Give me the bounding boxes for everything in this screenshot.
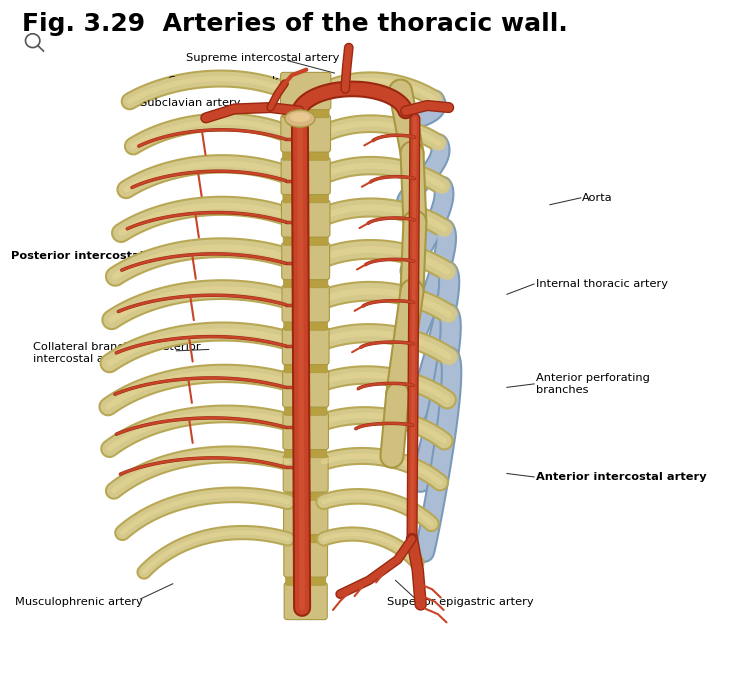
FancyBboxPatch shape bbox=[283, 455, 328, 492]
FancyBboxPatch shape bbox=[284, 277, 328, 288]
FancyBboxPatch shape bbox=[283, 192, 329, 203]
FancyBboxPatch shape bbox=[284, 319, 328, 330]
Text: Costocervical trunk: Costocervical trunk bbox=[168, 76, 279, 86]
FancyBboxPatch shape bbox=[281, 157, 330, 194]
FancyBboxPatch shape bbox=[285, 404, 327, 415]
Text: Superior epigastric artery: Superior epigastric artery bbox=[387, 597, 533, 608]
FancyBboxPatch shape bbox=[285, 574, 326, 585]
FancyBboxPatch shape bbox=[281, 73, 331, 109]
FancyBboxPatch shape bbox=[285, 447, 327, 458]
Ellipse shape bbox=[290, 112, 310, 122]
FancyBboxPatch shape bbox=[284, 540, 328, 577]
Text: Anterior intercostal artery: Anterior intercostal artery bbox=[536, 472, 706, 482]
Text: Posterior intercostal artery: Posterior intercostal artery bbox=[11, 251, 188, 262]
Text: Subclavian artery: Subclavian artery bbox=[141, 98, 241, 109]
FancyBboxPatch shape bbox=[281, 115, 331, 152]
FancyBboxPatch shape bbox=[285, 531, 326, 543]
FancyBboxPatch shape bbox=[282, 149, 329, 161]
FancyBboxPatch shape bbox=[284, 498, 328, 535]
Text: Aorta: Aorta bbox=[583, 193, 613, 203]
Text: Anterior perforating
branches: Anterior perforating branches bbox=[536, 373, 650, 394]
Text: Fig. 3.29  Arteries of the thoracic wall.: Fig. 3.29 Arteries of the thoracic wall. bbox=[22, 12, 568, 36]
FancyBboxPatch shape bbox=[282, 327, 329, 365]
FancyBboxPatch shape bbox=[282, 285, 329, 322]
FancyBboxPatch shape bbox=[284, 583, 327, 619]
Text: Internal thoracic artery: Internal thoracic artery bbox=[536, 279, 668, 289]
Ellipse shape bbox=[285, 110, 315, 127]
FancyBboxPatch shape bbox=[283, 412, 329, 450]
Text: Musculophrenic artery: Musculophrenic artery bbox=[16, 597, 143, 608]
FancyBboxPatch shape bbox=[282, 242, 329, 280]
Text: Supreme intercostal artery: Supreme intercostal artery bbox=[186, 53, 339, 63]
Text: Collateral branch of posterior
intercostal artery: Collateral branch of posterior intercost… bbox=[33, 342, 200, 364]
FancyBboxPatch shape bbox=[283, 234, 329, 245]
FancyBboxPatch shape bbox=[285, 489, 326, 500]
FancyBboxPatch shape bbox=[284, 362, 327, 373]
FancyBboxPatch shape bbox=[282, 200, 330, 237]
FancyBboxPatch shape bbox=[282, 107, 329, 118]
FancyBboxPatch shape bbox=[282, 370, 329, 407]
